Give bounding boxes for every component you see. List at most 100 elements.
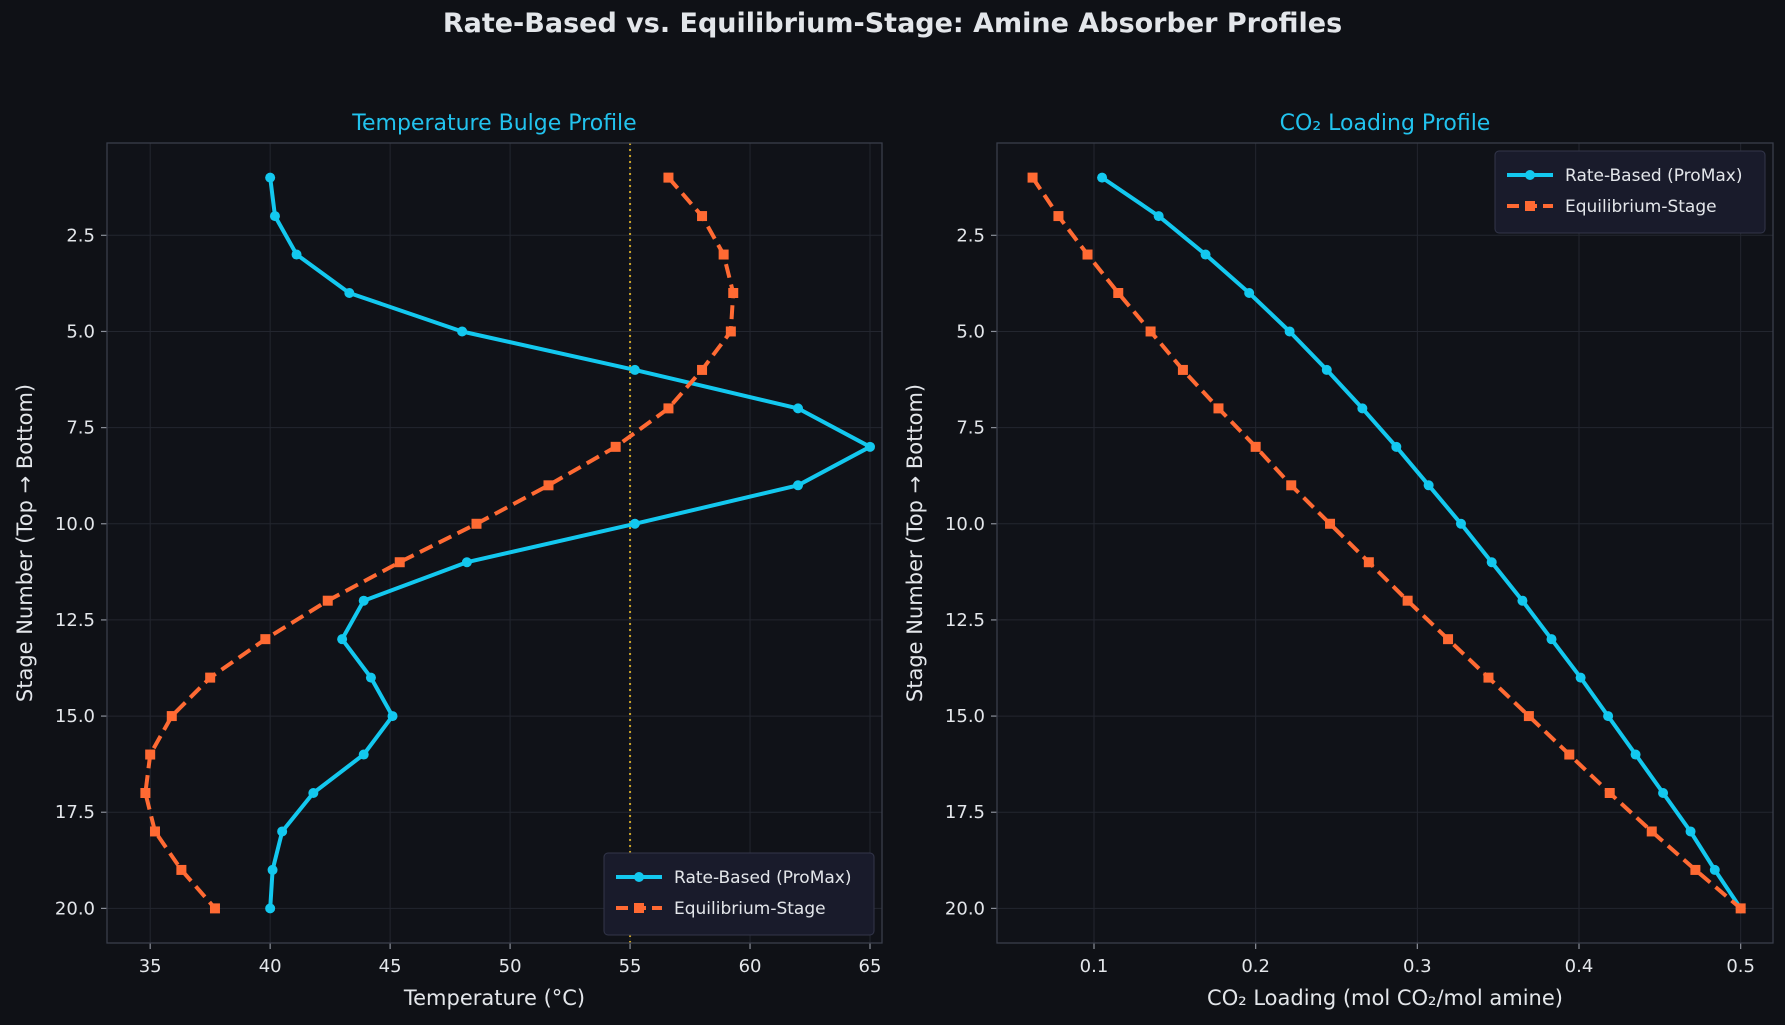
rate-based-data-point <box>1709 864 1720 875</box>
equilibrium-data-point <box>1082 249 1093 260</box>
equilibrium-data-point <box>728 288 739 298</box>
equilibrium-data-point <box>1027 172 1038 183</box>
y-tick-label: 2.5 <box>956 225 985 246</box>
y-tick-label: 20.0 <box>55 898 95 919</box>
equilibrium-data-point <box>1564 749 1575 760</box>
equilibrium-data-point <box>663 403 674 414</box>
equilibrium-data-point <box>718 249 729 260</box>
chart-panel-1: 35 40 45 50 55 60 65 2.5 5.0 7.5 10.0 12.5 15.0 17.5 2… <box>13 111 883 1010</box>
x-tick-label: 35 <box>139 956 162 977</box>
rate-based-data-point <box>1284 326 1295 337</box>
equilibrium-data-point <box>205 672 216 683</box>
legend: Rate-Based (ProMax) Equilibrium-Stage <box>603 852 875 936</box>
y-tick-label: 17.5 <box>945 802 985 823</box>
equilibrium-data-point <box>1363 557 1374 568</box>
equilibrium-data-point <box>1177 364 1188 375</box>
y-tick-label: 17.5 <box>55 802 95 823</box>
rate-based-data-point <box>1321 364 1332 375</box>
equilibrium-data-point <box>166 711 177 722</box>
y-tick-label: 12.5 <box>945 610 985 631</box>
x-tick-label: 40 <box>259 956 282 977</box>
equilibrium-data-point <box>140 788 151 798</box>
rate-based-data-point <box>629 518 640 529</box>
equilibrium-data-point <box>1646 826 1657 837</box>
legend: Rate-Based (ProMax) Equilibrium-Stage <box>1494 150 1766 234</box>
figure-title: Rate-Based vs. Equilibrium-Stage: Amine … <box>442 8 1343 39</box>
legend-label: Equilibrium-Stage <box>1565 197 1717 217</box>
rate-based-data-point <box>793 403 804 414</box>
x-axis-label: CO₂ Loading (mol CO₂/mol amine) <box>1207 986 1563 1010</box>
y-tick-label: 5.0 <box>956 321 985 342</box>
equilibrium-data-point <box>471 518 482 529</box>
axes-frame <box>106 142 883 944</box>
equilibrium-data-point <box>697 364 708 375</box>
equilibrium-data-point <box>697 211 708 222</box>
equilibrium-data-point <box>1483 672 1494 683</box>
plot-area <box>107 143 882 943</box>
equilibrium-data-point <box>322 595 333 606</box>
equilibrium-data-point <box>1286 480 1297 491</box>
x-tick-label: 60 <box>739 956 762 977</box>
rate-based-data-point <box>269 211 280 222</box>
rate-based-data-point <box>793 480 804 491</box>
x-tick-label: 0.1 <box>1080 956 1109 977</box>
equilibrium-data-point <box>1735 903 1746 914</box>
rate-based-data-point <box>267 864 278 875</box>
rate-based-data-point <box>1153 211 1164 222</box>
equilibrium-series-line <box>143 176 736 910</box>
x-tick-label: 0.3 <box>1403 956 1432 977</box>
rate-based-data-point <box>1546 634 1557 645</box>
legend-box <box>603 852 875 936</box>
rate-based-data-point <box>457 326 468 337</box>
equilibrium-data-point <box>1053 211 1064 222</box>
equilibrium-data-point <box>149 826 160 837</box>
rate-based-data-point <box>1357 403 1368 414</box>
legend-label: Rate-Based (ProMax) <box>1565 166 1742 186</box>
rate-based-data-point <box>1517 595 1528 606</box>
x-tick-label: 0.5 <box>1726 956 1755 977</box>
legend-marker-equilibrium <box>1525 201 1535 211</box>
rate-based-data-point <box>629 364 640 375</box>
panel-title: Temperature Bulge Profile <box>351 111 636 136</box>
y-tick-label: 15.0 <box>55 706 95 727</box>
y-axis-label: Stage Number (Top → Bottom) <box>903 384 927 702</box>
rate-based-data-point <box>1200 249 1211 260</box>
equilibrium-data-point <box>725 326 736 337</box>
legend-marker-equilibrium <box>634 903 644 913</box>
equilibrium-data-point <box>610 441 621 452</box>
y-axis-label: Stage Number (Top → Bottom) <box>13 384 37 702</box>
rate-based-data-point <box>1391 441 1402 452</box>
equilibrium-data-point <box>209 903 220 914</box>
equilibrium-data-point <box>663 172 674 183</box>
equilibrium-data-point <box>1690 864 1701 875</box>
rate-based-data-point <box>365 672 376 683</box>
rate-based-data-point <box>358 595 369 606</box>
equilibrium-data-point <box>1402 595 1413 606</box>
rate-based-data-point <box>344 288 355 298</box>
legend-marker-rate-based <box>634 872 644 882</box>
equilibrium-data-point <box>1213 403 1224 414</box>
rate-based-data-point <box>1685 826 1696 837</box>
equilibrium-data-point <box>176 864 187 875</box>
x-tick-label: 45 <box>379 956 402 977</box>
x-tick-label: 65 <box>859 956 882 977</box>
rate-based-data-point <box>1244 288 1255 298</box>
legend-label: Equilibrium-Stage <box>674 899 826 919</box>
y-tick-label: 10.0 <box>945 514 985 535</box>
axes-frame <box>996 142 1774 944</box>
equilibrium-data-point <box>1145 326 1156 337</box>
rate-based-data-point <box>1486 557 1497 568</box>
y-tick-label: 2.5 <box>66 225 95 246</box>
equilibrium-data-point <box>1604 788 1615 798</box>
y-tick-label: 10.0 <box>55 514 95 535</box>
equilibrium-data-point <box>260 634 271 645</box>
equilibrium-data-point <box>1443 634 1454 645</box>
y-tick-label: 20.0 <box>945 898 985 919</box>
rate-based-data-point <box>265 903 276 914</box>
rate-based-data-point <box>291 249 302 260</box>
rate-based-data-point <box>387 711 398 722</box>
x-tick-label: 50 <box>499 956 522 977</box>
rate-based-data-point <box>1455 518 1466 529</box>
y-tick-label: 5.0 <box>66 321 95 342</box>
y-tick-label: 12.5 <box>55 610 95 631</box>
